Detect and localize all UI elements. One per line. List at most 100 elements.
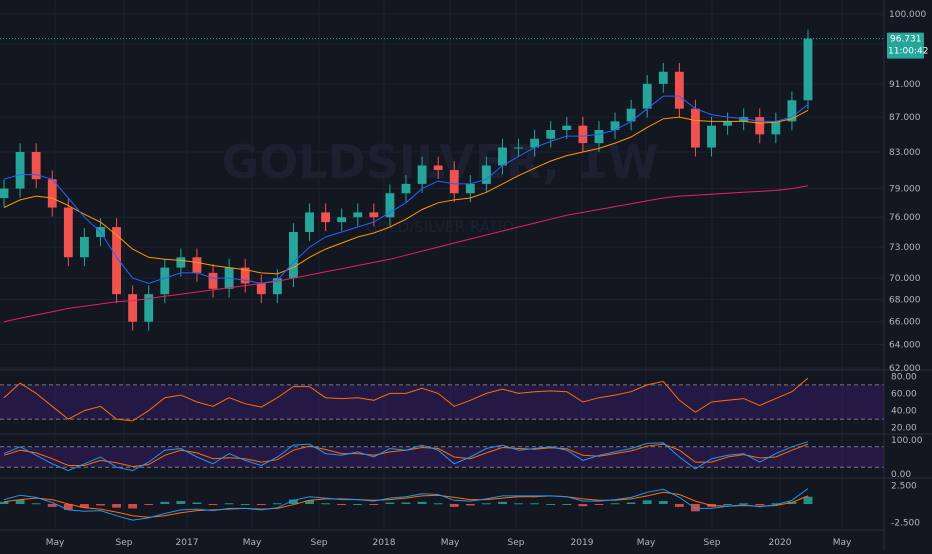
time-axis-label: May (441, 538, 460, 548)
ema200-line (3, 185, 809, 323)
candle-body (433, 165, 443, 171)
macd-histogram-bar (15, 499, 25, 504)
watermark-name: GOLD/SILVER RATIO (366, 218, 514, 236)
candle-body (128, 294, 138, 322)
rsi-scale-label: 80.00 (891, 372, 917, 382)
candle-body (160, 267, 170, 295)
macd-histogram-bar (63, 504, 73, 510)
time-axis-label: 2020 (769, 538, 792, 548)
macd-histogram-bar (321, 503, 331, 505)
time-axis[interactable]: May Sep 2017 May Sep 2018 May Sep 2019 May Sep 2020… (46, 538, 852, 548)
macd-histogram-bar (160, 501, 170, 504)
price-scale-label: 64.000 (889, 340, 921, 350)
candle-body (803, 38, 813, 101)
candle-body (691, 108, 700, 148)
macd-histogram-bar (176, 501, 186, 504)
macd-histogram-bar (481, 503, 491, 505)
candle-body (63, 207, 73, 258)
candle-body (723, 121, 733, 126)
candle-body (594, 130, 604, 144)
candle-body (353, 212, 363, 218)
macd-histogram-bar (498, 501, 507, 504)
macd-histogram-bar (642, 500, 652, 504)
candle-body (240, 267, 250, 284)
candle-body (465, 183, 475, 194)
price-panel[interactable] (0, 29, 884, 331)
macd-histogram-bar (369, 504, 379, 505)
candle-body (337, 217, 347, 223)
time-axis-label: Sep (704, 538, 721, 548)
candle-body (385, 193, 395, 218)
macd-histogram-bar (79, 504, 89, 508)
macd-histogram-bar (96, 504, 105, 506)
candle-body (321, 212, 331, 223)
last-price-badge: 96.731 11:00:42 (887, 32, 928, 59)
price-scale-label: 83.000 (889, 148, 921, 158)
price-scale-label: 62.000 (889, 364, 921, 374)
macd-histogram-bar (401, 502, 411, 504)
price-badge-value: 96.731 (890, 35, 922, 45)
time-axis-label: May (833, 538, 852, 548)
macd-histogram-bar (208, 504, 218, 505)
price-scale-label: 66.000 (889, 318, 921, 328)
candle-body (79, 236, 89, 258)
macd-histogram-bar (674, 504, 684, 507)
ema20-line (3, 95, 809, 284)
macd-histogram-bar (594, 504, 604, 505)
candle-body (578, 125, 588, 144)
rsi-panel[interactable] (0, 377, 884, 422)
price-badge-countdown: 11:00:42 (888, 47, 928, 57)
candle-body (481, 165, 491, 184)
ema50-line (3, 109, 809, 275)
candle-body (256, 283, 266, 295)
macd-scale-label: -2.500 (891, 518, 920, 528)
price-scale-label: 87.000 (889, 113, 921, 123)
macd-histogram-bar (755, 504, 765, 505)
time-axis-label: Sep (116, 538, 133, 548)
price-scale-label: 79.000 (889, 185, 921, 195)
price-scale-label: 76.000 (889, 213, 921, 223)
candle-body (674, 71, 684, 109)
macd-histogram-bar (385, 502, 395, 504)
rsi-scale-label: 60.00 (891, 389, 917, 399)
time-axis-label: Sep (311, 538, 328, 548)
candle-body (658, 71, 668, 84)
rsi-band (0, 384, 884, 420)
price-badge-background (887, 32, 924, 59)
candle-body (289, 231, 298, 279)
macd-histogram-bar (514, 503, 523, 505)
macd-histogram-bar (530, 503, 540, 505)
price-scale-label: 100.000 (889, 10, 926, 20)
time-axis-label: May (637, 538, 656, 548)
macd-panel[interactable] (0, 488, 813, 521)
time-axis-label: May (46, 538, 65, 548)
macd-histogram-bar (658, 501, 668, 504)
candle-body (514, 147, 523, 149)
macd-histogram-bar (417, 501, 427, 504)
candle-body (530, 138, 540, 148)
macd-histogram-bar (433, 503, 443, 505)
macd-signal-line (3, 491, 809, 518)
candle-body (449, 170, 459, 194)
candle-body (208, 272, 218, 289)
macd-histogram-bar (465, 504, 475, 506)
candle-body (31, 151, 41, 180)
stochastic-band (0, 446, 884, 468)
candle-body (417, 165, 427, 184)
candle-body (401, 183, 411, 194)
price-scale-label: 91.000 (889, 80, 921, 90)
macd-histogram-bar (144, 504, 154, 505)
macd-histogram-bar (256, 504, 266, 505)
watermark-symbol: GOLDSILVER, 1W (221, 135, 658, 189)
macd-histogram-bar (723, 504, 733, 505)
macd-histogram-bar (626, 502, 636, 504)
macd-histogram-bar (803, 496, 813, 504)
candle-body (369, 212, 379, 218)
stochastic-panel[interactable] (0, 441, 884, 472)
macd-histogram-bar (546, 504, 556, 505)
macd-histogram-bar (289, 499, 298, 504)
candle-body (610, 121, 620, 131)
